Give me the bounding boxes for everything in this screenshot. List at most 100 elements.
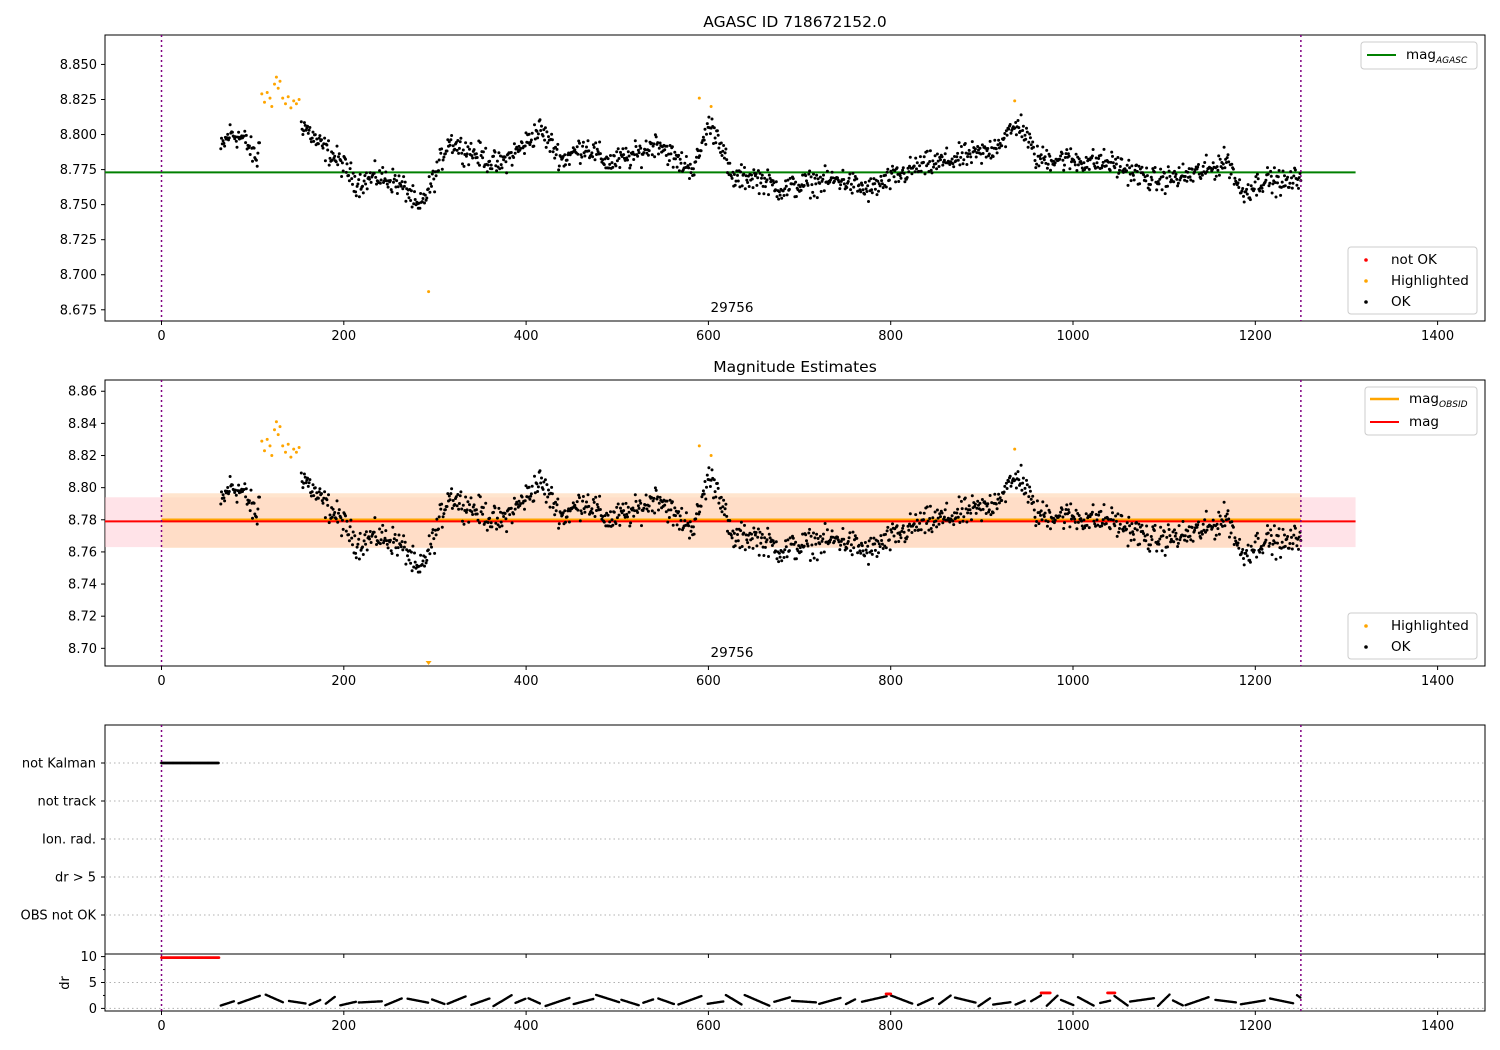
ok-point — [696, 149, 700, 153]
ok-point — [684, 155, 688, 158]
ok-point — [1163, 553, 1167, 557]
agasc-title: AGASC ID 718672152.0 — [703, 13, 887, 31]
ok-point — [577, 493, 581, 497]
ok-point — [1189, 178, 1193, 182]
ok-point — [928, 517, 932, 520]
ok-point — [424, 561, 428, 565]
ok-point — [1213, 177, 1217, 181]
ok-point — [1107, 517, 1111, 521]
ok-point — [894, 180, 898, 184]
ok-point — [1114, 514, 1118, 518]
ok-point — [1203, 518, 1207, 522]
ok-point — [985, 504, 989, 508]
ok-point — [830, 529, 834, 533]
ok-point — [385, 539, 389, 543]
ok-point — [1201, 164, 1205, 168]
ok-point — [891, 164, 894, 168]
dr-point — [1023, 999, 1026, 1002]
ok-point — [611, 523, 615, 527]
ok-point — [375, 543, 378, 546]
ok-point — [784, 545, 788, 549]
ok-point — [344, 157, 347, 161]
ok-point — [714, 141, 718, 145]
ok-point — [860, 544, 864, 548]
ok-point — [495, 516, 499, 520]
ok-point — [1269, 174, 1273, 178]
ok-point — [357, 537, 361, 541]
ok-point — [686, 164, 690, 168]
ok-point — [932, 523, 935, 527]
ok-point — [465, 508, 469, 512]
ok-point — [719, 506, 722, 510]
ok-point — [532, 499, 536, 503]
ok-point — [633, 509, 636, 513]
ok-point — [1222, 500, 1226, 504]
ok-point — [494, 521, 498, 525]
ok-point — [763, 185, 767, 189]
ok-point — [757, 192, 761, 196]
ok-point — [318, 134, 322, 138]
magnitude-obsid-label: 29756 — [711, 645, 754, 661]
ok-point — [905, 535, 909, 539]
ok-point — [443, 152, 447, 156]
ok-point — [440, 525, 444, 529]
ok-point — [1290, 535, 1293, 539]
ok-point — [898, 174, 902, 178]
ok-point — [230, 130, 234, 134]
ok-point — [838, 187, 842, 191]
ok-point — [912, 164, 916, 168]
highlighted-point — [260, 92, 264, 96]
ok-point — [625, 512, 629, 516]
ok-point — [320, 499, 324, 503]
ok-point — [497, 506, 501, 510]
ok-point — [1276, 181, 1279, 185]
ok-point — [821, 537, 825, 541]
ok-point — [959, 155, 963, 159]
ok-point — [950, 514, 954, 518]
ok-point — [956, 507, 960, 511]
ok-point — [561, 511, 565, 515]
ok-point — [351, 182, 354, 186]
ok-point — [1229, 531, 1233, 535]
ok-point — [767, 173, 771, 177]
ok-point — [988, 139, 992, 143]
ok-point — [1258, 550, 1262, 554]
ok-point — [1118, 165, 1122, 168]
ok-point — [653, 155, 657, 159]
ok-point — [632, 158, 636, 161]
ok-point — [1128, 524, 1132, 528]
ok-point — [355, 184, 359, 188]
ok-point — [1260, 547, 1264, 551]
x-tick-label: 0 — [157, 674, 165, 689]
ok-point — [1109, 518, 1113, 521]
ok-point — [975, 506, 979, 510]
ok-point — [391, 167, 395, 171]
ok-point — [784, 184, 788, 188]
ok-point — [554, 500, 557, 504]
ok-point — [732, 173, 736, 176]
ok-point — [351, 171, 355, 175]
ok-point — [344, 514, 347, 518]
ok-point — [750, 532, 753, 536]
ok-point — [621, 147, 625, 151]
ok-point — [1075, 527, 1079, 531]
ok-point — [1173, 175, 1177, 179]
ok-point — [447, 140, 451, 144]
ok-point — [330, 515, 334, 519]
ok-point — [772, 181, 776, 185]
ok-point — [363, 174, 367, 178]
ok-point — [996, 497, 1000, 501]
ok-point — [337, 508, 341, 512]
ok-point — [640, 524, 643, 528]
ok-point — [849, 182, 853, 186]
ok-point — [1176, 184, 1180, 188]
ok-point — [955, 511, 959, 515]
ok-point — [973, 502, 977, 506]
ok-point — [512, 142, 516, 146]
ok-point — [783, 548, 787, 552]
ok-point — [786, 178, 790, 182]
ok-point — [876, 539, 880, 543]
ok-point — [812, 556, 816, 560]
ok-point — [832, 179, 836, 183]
legend-marker-highlighted — [1364, 279, 1368, 283]
